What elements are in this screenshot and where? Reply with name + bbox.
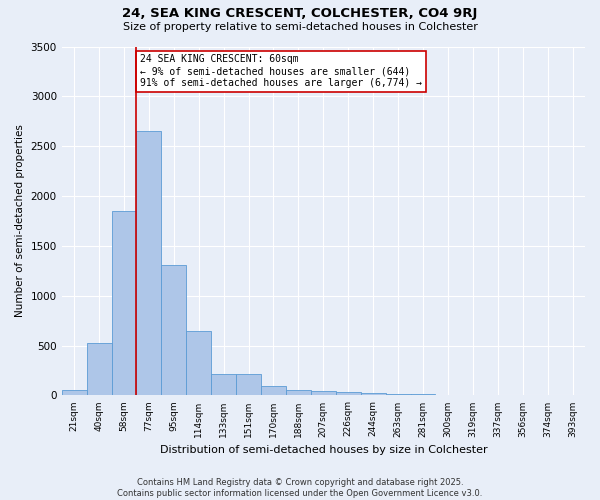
Text: Contains HM Land Registry data © Crown copyright and database right 2025.
Contai: Contains HM Land Registry data © Crown c… [118,478,482,498]
Bar [136,131,161,396]
Bar [236,374,261,396]
X-axis label: Distribution of semi-detached houses by size in Colchester: Distribution of semi-detached houses by … [160,445,487,455]
Bar [286,390,311,396]
Bar [186,331,211,396]
Bar [410,394,436,396]
Bar [211,374,236,396]
Y-axis label: Number of semi-detached properties: Number of semi-detached properties [15,124,25,318]
Text: Size of property relative to semi-detached houses in Colchester: Size of property relative to semi-detach… [122,22,478,32]
Bar [336,392,361,396]
Bar [361,394,386,396]
Bar [311,392,336,396]
Text: 24, SEA KING CRESCENT, COLCHESTER, CO4 9RJ: 24, SEA KING CRESCENT, COLCHESTER, CO4 9… [122,8,478,20]
Bar [386,394,410,396]
Bar [261,386,286,396]
Bar [161,265,186,396]
Bar [86,342,112,396]
Text: 24 SEA KING CRESCENT: 60sqm
← 9% of semi-detached houses are smaller (644)
91% o: 24 SEA KING CRESCENT: 60sqm ← 9% of semi… [140,54,422,88]
Bar [112,211,136,396]
Bar [62,390,86,396]
